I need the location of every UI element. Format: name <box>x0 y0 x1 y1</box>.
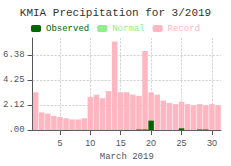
svg-text:15: 15 <box>116 138 126 148</box>
svg-text:Observed: Observed <box>46 24 89 34</box>
svg-text:Record: Record <box>168 24 200 34</box>
svg-text:6.38: 6.38 <box>3 50 25 60</box>
svg-text:20: 20 <box>146 138 156 148</box>
svg-text:.00: .00 <box>8 125 24 135</box>
svg-text:4.25: 4.25 <box>3 75 25 85</box>
svg-text:KMIA Precipitation for 3/2019: KMIA Precipitation for 3/2019 <box>20 7 211 19</box>
svg-text:5: 5 <box>57 138 62 148</box>
svg-text:30: 30 <box>207 138 217 148</box>
svg-text:10: 10 <box>85 138 95 148</box>
svg-text:March 2019: March 2019 <box>100 152 154 162</box>
svg-text:Normal: Normal <box>112 24 144 34</box>
svg-text:25: 25 <box>176 138 186 148</box>
svg-text:2.12: 2.12 <box>3 100 25 110</box>
